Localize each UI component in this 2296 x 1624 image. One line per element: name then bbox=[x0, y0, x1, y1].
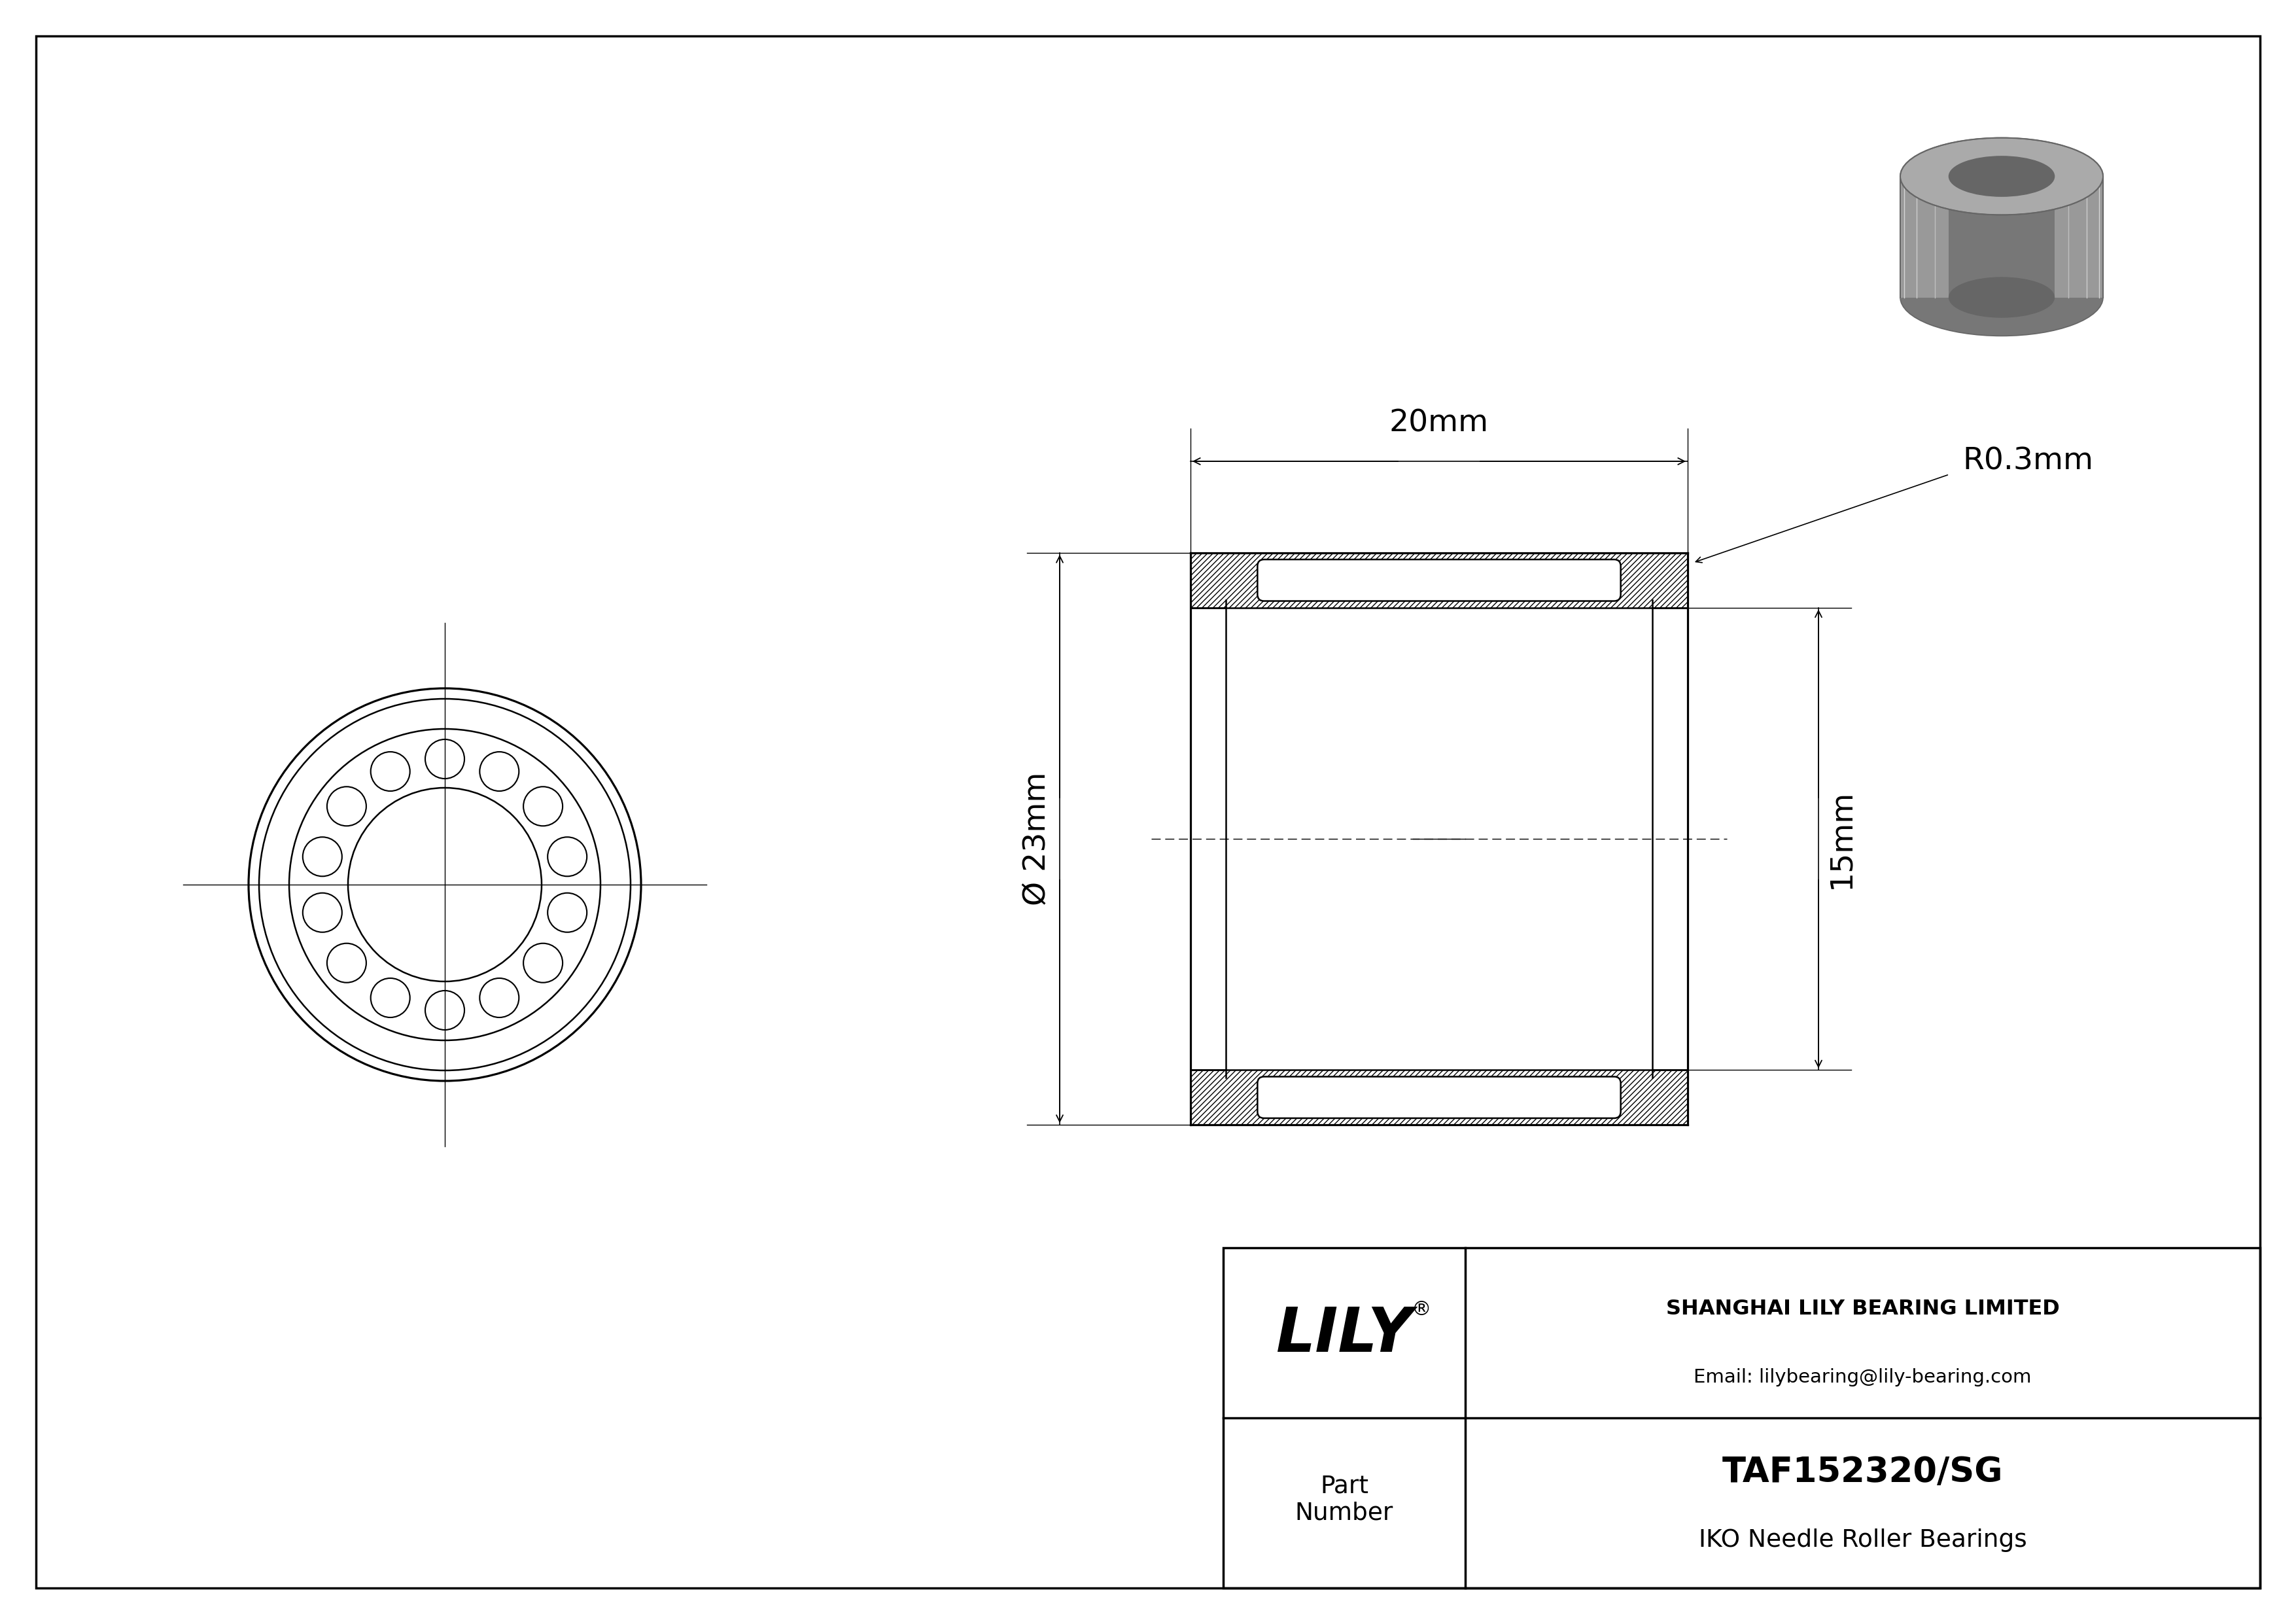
Text: IKO Needle Roller Bearings: IKO Needle Roller Bearings bbox=[1699, 1528, 2027, 1553]
Text: LILY: LILY bbox=[1277, 1304, 1412, 1364]
Text: R0.3mm: R0.3mm bbox=[1963, 447, 2094, 476]
Text: 20mm: 20mm bbox=[1389, 409, 1488, 438]
FancyBboxPatch shape bbox=[1258, 1077, 1621, 1119]
Bar bbox=[1949, 177, 2055, 297]
Text: Ø 23mm: Ø 23mm bbox=[1022, 771, 1052, 906]
Text: ®: ® bbox=[1412, 1301, 1430, 1319]
Text: Part
Number: Part Number bbox=[1295, 1475, 1394, 1525]
Text: 15mm: 15mm bbox=[1828, 789, 1855, 888]
Text: Email: lilybearing@lily-bearing.com: Email: lilybearing@lily-bearing.com bbox=[1694, 1367, 2032, 1387]
FancyBboxPatch shape bbox=[1258, 560, 1621, 601]
Bar bbox=[1192, 552, 1688, 607]
Ellipse shape bbox=[1949, 156, 2055, 197]
Ellipse shape bbox=[1901, 138, 2103, 214]
Ellipse shape bbox=[1949, 278, 2055, 317]
Bar bbox=[1192, 1070, 1688, 1125]
Ellipse shape bbox=[1901, 258, 2103, 336]
Text: TAF152320/SG: TAF152320/SG bbox=[1722, 1455, 2002, 1489]
Bar bbox=[1901, 177, 2103, 297]
Text: SHANGHAI LILY BEARING LIMITED: SHANGHAI LILY BEARING LIMITED bbox=[1667, 1299, 2060, 1319]
Bar bbox=[1224, 1247, 2259, 1588]
